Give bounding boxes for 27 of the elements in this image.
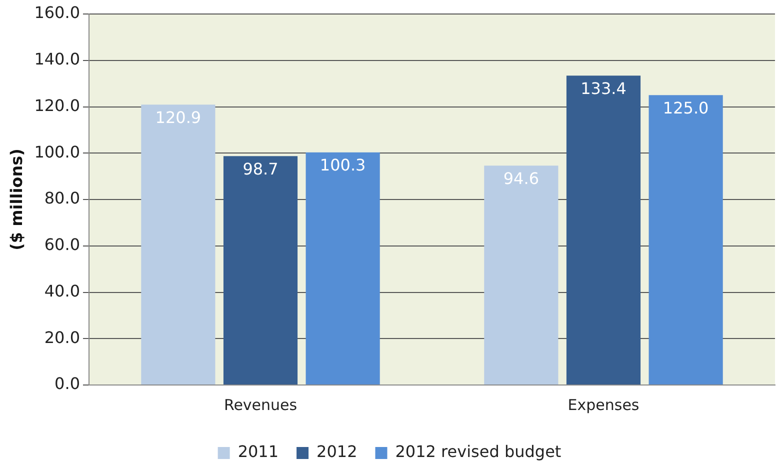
y-axis-title: ($ millions): [6, 148, 26, 250]
bar: [141, 104, 216, 384]
data-label: 94.6: [503, 168, 539, 188]
y-tick-label: 20.0: [44, 328, 80, 347]
data-label: 100.3: [320, 156, 366, 175]
bar: [566, 76, 641, 384]
y-tick-label: 160.0: [34, 3, 80, 22]
data-label: 133.4: [580, 78, 626, 98]
bar: [223, 156, 298, 384]
legend-label: 2012 revised budget: [395, 442, 562, 462]
y-tick-label: 100.0: [34, 142, 80, 162]
x-tick-label: Revenues: [224, 396, 298, 414]
bar: [484, 166, 558, 384]
y-tick-label: 120.0: [34, 96, 80, 115]
bar: [648, 95, 723, 384]
y-tick-label: 140.0: [34, 50, 80, 69]
y-tick-label: 40.0: [44, 281, 80, 300]
data-label: 125.0: [662, 98, 709, 118]
bar: [306, 152, 380, 384]
y-tick-label: 80.0: [44, 188, 80, 208]
x-tick-label: Expenses: [568, 396, 640, 414]
y-tick-label: 0.0: [54, 374, 80, 394]
data-label: 98.7: [242, 159, 278, 178]
legend-label: 2012: [316, 442, 358, 462]
y-tick-label: 60.0: [44, 235, 80, 254]
data-label: 120.9: [155, 108, 202, 127]
legend-label: 2011: [238, 442, 279, 462]
